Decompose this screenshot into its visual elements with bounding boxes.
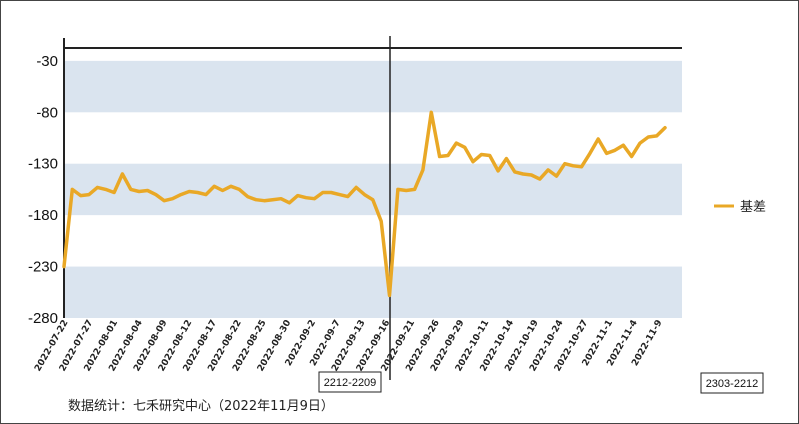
grid-band — [64, 266, 682, 318]
series-line-basis — [62, 110, 667, 298]
y-tick-label: -80 — [36, 104, 58, 121]
y-tick-label: -130 — [28, 156, 58, 173]
y-tick-label: -230 — [28, 259, 58, 276]
series-basis — [62, 110, 667, 298]
grid-bands — [64, 60, 682, 318]
y-tick-label: -180 — [28, 207, 58, 224]
annotation-box-right: 2303-2212 — [700, 372, 764, 394]
x-axis-tick-labels: 2022-07-222022-07-272022-08-012022-08-04… — [33, 319, 664, 374]
y-tick-label: -280 — [28, 310, 58, 327]
annotation-box-right-frame — [700, 372, 764, 394]
grid-band — [64, 163, 682, 216]
annotation-box-left-frame — [318, 371, 382, 393]
annotation-label-right: 2303-2212 — [706, 378, 759, 390]
annotation-label-left: 2212-2209 — [324, 377, 377, 389]
data-source-note: 数据统计：七禾研究中心（2022年11月9日） — [68, 399, 334, 414]
legend: 基差 — [714, 200, 766, 215]
y-tick-label: -30 — [36, 53, 58, 70]
grid-band — [64, 60, 682, 113]
legend-label: 基差 — [740, 200, 766, 215]
y-axis-tick-labels: -30 -80 -130 -180 -230 -280 — [28, 53, 58, 327]
annotation-box-left: 2212-2209 — [318, 371, 382, 393]
